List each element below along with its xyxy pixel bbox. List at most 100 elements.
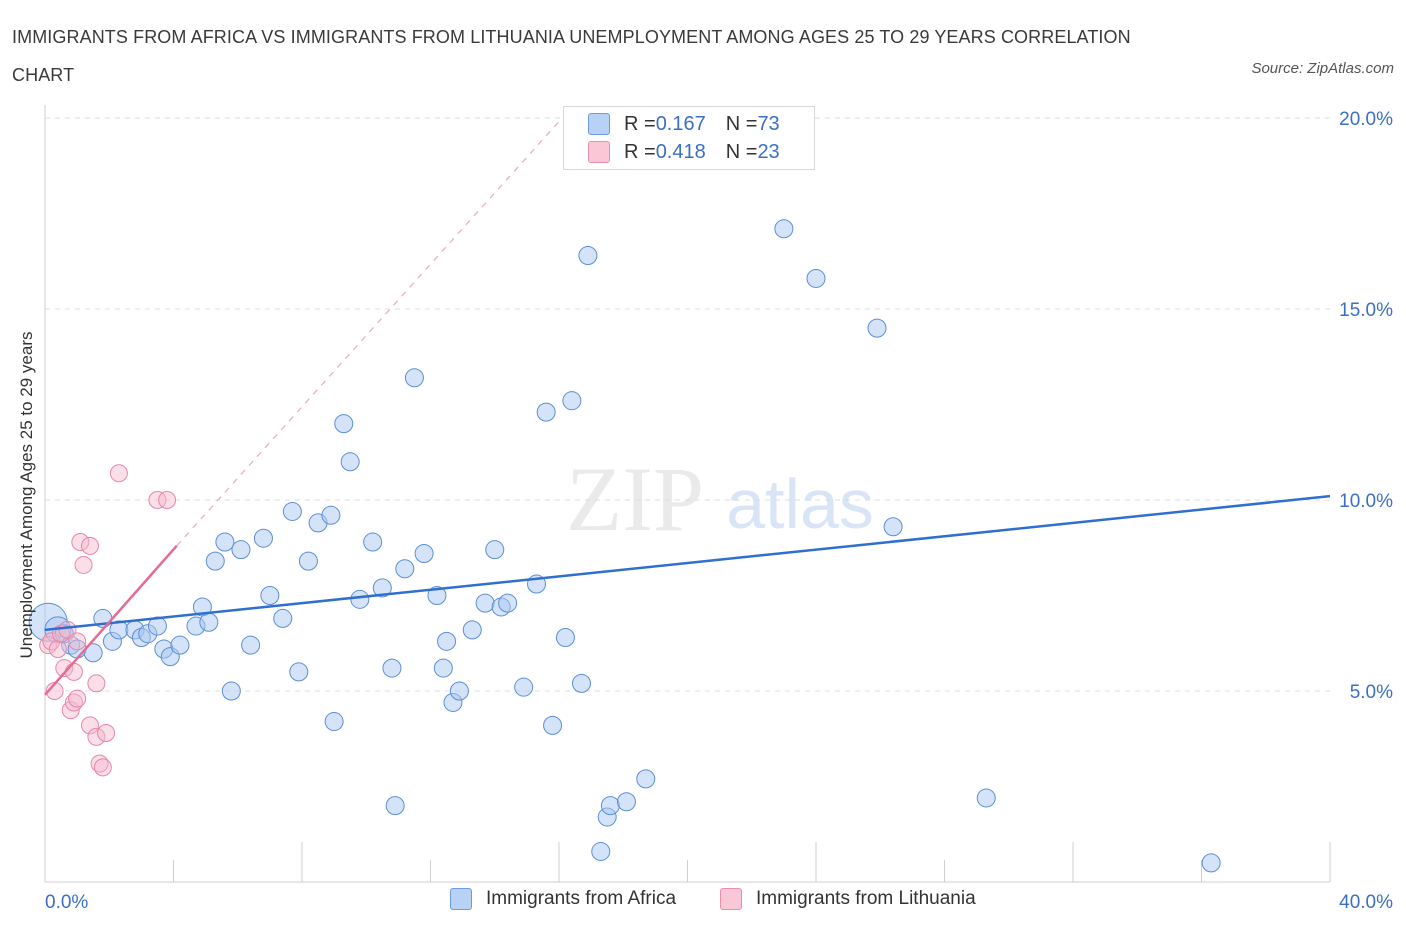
point-africa (555, 628, 575, 648)
point-africa (616, 792, 636, 812)
legend-swatch-africa (588, 113, 610, 135)
legend-label-lithuania: Immigrants from Lithuania (756, 888, 976, 909)
y-tick-label: 15.0% (1339, 300, 1393, 321)
point-africa (340, 452, 360, 472)
point-africa (806, 268, 826, 288)
point-lithuania (87, 727, 106, 746)
trend-line-africa (44, 494, 1331, 632)
point-lithuania (74, 555, 93, 574)
point-lithuania (55, 659, 74, 678)
point-africa (774, 219, 794, 239)
point-africa (475, 593, 495, 613)
point-africa (215, 532, 235, 552)
point-africa (170, 635, 190, 655)
legend-swatch-africa (450, 888, 472, 910)
point-lithuania (42, 632, 61, 651)
stats-legend: R = 0.167 N = 73 R = 0.418 N = 23 (563, 106, 815, 170)
point-africa (321, 505, 341, 525)
point-lithuania (148, 491, 167, 509)
point-africa (591, 841, 611, 861)
chart-title: IMMIGRANTS FROM AFRICA VS IMMIGRANTS FRO… (12, 27, 1131, 85)
point-africa (636, 769, 656, 789)
point-africa (883, 517, 903, 537)
legend-r-value: 0.167 (655, 112, 706, 135)
point-lithuania (87, 674, 106, 693)
point-africa (449, 681, 469, 701)
point-africa (1201, 853, 1221, 873)
point-africa (205, 551, 225, 571)
point-africa (363, 532, 383, 552)
watermark-atlas: atlas (726, 465, 874, 543)
point-lithuania (58, 620, 77, 639)
point-africa (543, 715, 563, 735)
point-africa (83, 643, 103, 663)
point-africa (298, 551, 318, 571)
legend-item-africa[interactable]: Immigrants from Africa (450, 888, 676, 910)
point-africa (867, 318, 887, 338)
watermark-zip: ZIP (566, 448, 704, 550)
point-africa (282, 501, 302, 521)
point-lithuania (158, 491, 177, 509)
legend-swatch-lithuania (588, 141, 610, 163)
point-africa (382, 658, 402, 678)
point-africa (372, 578, 392, 598)
trend-extension-lithuania (176, 117, 563, 547)
point-africa (536, 402, 556, 422)
point-africa (433, 658, 453, 678)
point-lithuania (93, 758, 112, 777)
y-tick-label: 10.0% (1339, 491, 1393, 512)
point-africa (334, 414, 354, 434)
point-lithuania (80, 536, 99, 555)
point-africa (231, 540, 251, 560)
point-africa (385, 796, 405, 816)
legend-n-value: 73 (757, 112, 780, 135)
point-lithuania (80, 716, 99, 735)
point-africa (395, 559, 415, 579)
point-lithuania (71, 533, 90, 552)
point-africa (562, 391, 582, 411)
legend-row-lithuania: R = 0.418 N = 23 (588, 140, 780, 164)
legend-row-africa: R = 0.167 N = 73 (588, 112, 780, 136)
point-africa (241, 635, 261, 655)
point-africa (199, 612, 219, 632)
legend-r-value: 0.418 (655, 140, 706, 163)
legend-item-lithuania[interactable]: Immigrants from Lithuania (720, 888, 976, 910)
point-africa (414, 543, 434, 563)
legend-swatch-lithuania (720, 888, 742, 910)
point-africa (462, 620, 482, 640)
point-lithuania (97, 724, 116, 743)
y-axis-label: Unemployment Among Ages 25 to 29 years (17, 332, 36, 659)
point-africa (404, 368, 424, 388)
trend-line-lithuania (44, 545, 178, 696)
point-africa (485, 540, 505, 560)
point-lithuania (48, 639, 67, 658)
point-africa (350, 589, 370, 609)
point-africa (437, 631, 457, 651)
point-africa (976, 788, 996, 808)
point-africa (427, 586, 447, 605)
point-africa (571, 673, 591, 693)
point-africa (253, 528, 273, 548)
point-africa (578, 246, 598, 266)
point-lithuania (64, 662, 83, 681)
point-africa (289, 662, 309, 682)
source-label: Source: ZipAtlas.com (1251, 60, 1394, 77)
legend-r-label: R = (624, 112, 656, 135)
point-lithuania (68, 689, 87, 708)
legend-r-label: R = (624, 140, 656, 163)
point-africa (324, 712, 344, 732)
point-africa (260, 586, 280, 605)
point-lithuania (109, 464, 128, 483)
legend-n-label: N = (725, 112, 758, 135)
x-tick-label: 0.0% (45, 892, 88, 913)
point-lithuania (68, 632, 87, 651)
point-africa (273, 608, 293, 628)
point-africa (600, 796, 620, 816)
x-tick-label: 40.0% (1339, 892, 1393, 913)
legend-n-value: 23 (757, 140, 780, 163)
y-tick-label: 20.0% (1339, 109, 1393, 130)
point-africa (514, 677, 534, 697)
legend-label-africa: Immigrants from Africa (486, 888, 677, 909)
legend-n-label: N = (725, 140, 758, 163)
